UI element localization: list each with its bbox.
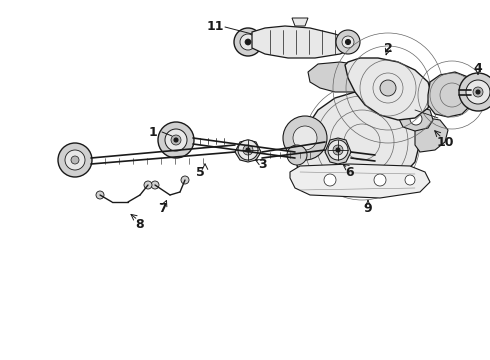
Polygon shape	[398, 107, 433, 131]
Text: 1: 1	[148, 126, 157, 139]
Circle shape	[174, 138, 178, 142]
Circle shape	[328, 140, 348, 160]
Polygon shape	[252, 26, 355, 58]
Circle shape	[345, 40, 350, 45]
Circle shape	[459, 73, 490, 111]
Circle shape	[158, 122, 194, 158]
Text: 8: 8	[136, 219, 145, 231]
Polygon shape	[292, 18, 308, 26]
Circle shape	[151, 181, 159, 189]
Circle shape	[374, 174, 386, 186]
Circle shape	[243, 145, 253, 155]
Text: 2: 2	[384, 41, 392, 54]
Polygon shape	[295, 92, 420, 192]
Circle shape	[287, 145, 307, 165]
Polygon shape	[428, 72, 475, 117]
Circle shape	[245, 39, 251, 45]
Text: 3: 3	[258, 158, 266, 171]
Circle shape	[293, 126, 317, 150]
Circle shape	[473, 87, 483, 97]
Circle shape	[410, 113, 422, 125]
Polygon shape	[235, 140, 261, 162]
Circle shape	[234, 28, 262, 56]
Text: 9: 9	[364, 202, 372, 215]
Text: 5: 5	[196, 166, 204, 179]
Circle shape	[71, 156, 79, 164]
Circle shape	[380, 80, 396, 96]
Circle shape	[336, 30, 360, 54]
Circle shape	[181, 176, 189, 184]
Text: 7: 7	[158, 202, 167, 215]
Circle shape	[240, 34, 256, 50]
Circle shape	[336, 148, 340, 152]
Polygon shape	[345, 58, 432, 120]
Circle shape	[238, 140, 258, 160]
Circle shape	[58, 143, 92, 177]
Text: 4: 4	[474, 62, 482, 75]
Circle shape	[171, 135, 181, 145]
Circle shape	[342, 36, 354, 48]
Polygon shape	[290, 164, 430, 198]
Circle shape	[165, 129, 187, 151]
Text: 11: 11	[206, 21, 224, 33]
Circle shape	[333, 145, 343, 155]
Circle shape	[144, 181, 152, 189]
Text: 6: 6	[345, 166, 354, 179]
Polygon shape	[325, 138, 351, 164]
Circle shape	[405, 175, 415, 185]
Polygon shape	[415, 118, 448, 152]
Circle shape	[466, 80, 490, 104]
Polygon shape	[308, 62, 378, 92]
Circle shape	[65, 150, 85, 170]
Circle shape	[283, 116, 327, 160]
Text: 10: 10	[436, 135, 454, 148]
Circle shape	[246, 148, 250, 152]
Circle shape	[324, 174, 336, 186]
Circle shape	[476, 90, 480, 94]
Circle shape	[96, 191, 104, 199]
